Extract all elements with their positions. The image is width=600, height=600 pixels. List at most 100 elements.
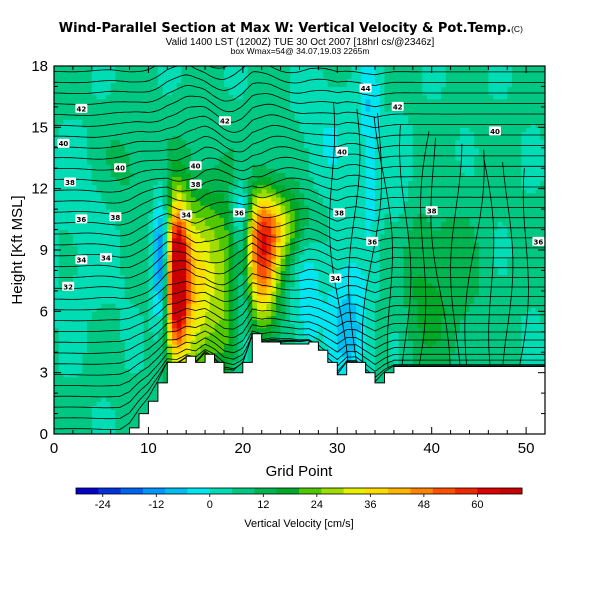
w-field-cell bbox=[63, 115, 69, 120]
w-field-cell bbox=[275, 233, 282, 239]
w-field-cell bbox=[167, 303, 173, 308]
w-field-cell bbox=[138, 70, 145, 75]
w-field-cell bbox=[82, 250, 88, 255]
w-field-cell bbox=[105, 356, 112, 361]
w-field-cell bbox=[157, 307, 164, 312]
w-field-cell bbox=[72, 245, 79, 251]
w-field-cell bbox=[190, 151, 197, 157]
w-field-cell bbox=[72, 282, 79, 288]
w-field-cell bbox=[54, 315, 60, 321]
w-field-cell bbox=[233, 233, 239, 239]
w-field-cell bbox=[77, 74, 83, 79]
w-field-cell bbox=[91, 110, 98, 116]
w-field-cell bbox=[115, 188, 121, 194]
w-field-cell bbox=[96, 290, 102, 296]
w-field-cell bbox=[275, 307, 282, 312]
w-field-cell bbox=[63, 196, 69, 202]
w-field-cell bbox=[54, 127, 60, 133]
w-field-cell bbox=[157, 270, 164, 276]
w-field-cell bbox=[214, 278, 220, 284]
w-field-cell bbox=[77, 299, 83, 304]
w-field-cell bbox=[228, 221, 234, 227]
w-field-cell bbox=[68, 380, 74, 386]
w-field-cell bbox=[223, 139, 230, 145]
w-field-cell bbox=[257, 135, 263, 141]
w-field-cell bbox=[129, 164, 135, 169]
w-field-cell bbox=[148, 339, 154, 345]
w-field-cell bbox=[58, 376, 65, 382]
w-field-cell bbox=[120, 384, 126, 390]
w-field-cell bbox=[101, 66, 107, 71]
w-field-cell bbox=[172, 110, 178, 116]
w-field-cell bbox=[120, 429, 126, 434]
w-field-cell bbox=[58, 241, 65, 247]
w-field-cell bbox=[96, 102, 102, 108]
w-field-cell bbox=[63, 98, 69, 104]
w-field-cell bbox=[209, 70, 216, 75]
w-field-cell bbox=[266, 184, 272, 190]
w-field-cell bbox=[181, 115, 187, 120]
w-field-cell bbox=[266, 70, 272, 75]
w-field-cell bbox=[190, 98, 197, 104]
w-field-cell bbox=[223, 254, 230, 259]
w-field-cell bbox=[252, 323, 258, 329]
w-field-cell bbox=[219, 143, 225, 149]
w-field-cell bbox=[233, 176, 239, 182]
w-field-cell bbox=[205, 335, 211, 341]
w-field-cell bbox=[219, 356, 225, 361]
w-field-cell bbox=[115, 94, 121, 100]
w-field-cell bbox=[162, 266, 168, 272]
w-field-cell bbox=[205, 209, 211, 214]
w-field-cell bbox=[294, 254, 301, 259]
w-field-cell bbox=[105, 237, 112, 243]
w-field-cell bbox=[266, 188, 272, 194]
w-field-cell bbox=[105, 221, 112, 227]
w-field-cell bbox=[167, 176, 173, 182]
w-field-cell bbox=[304, 213, 310, 218]
w-field-cell bbox=[68, 245, 74, 251]
w-field-cell bbox=[186, 237, 192, 243]
w-field-cell bbox=[190, 131, 197, 137]
w-field-cell bbox=[115, 348, 121, 353]
w-field-cell bbox=[68, 360, 74, 366]
w-field-cell bbox=[223, 102, 230, 108]
w-field-cell bbox=[82, 393, 88, 398]
w-field-cell bbox=[148, 217, 154, 222]
w-field-cell bbox=[261, 315, 268, 321]
w-field-cell bbox=[77, 290, 83, 296]
w-field-cell bbox=[186, 258, 192, 263]
w-field-cell bbox=[129, 282, 135, 288]
w-field-cell bbox=[63, 258, 69, 263]
w-field-cell bbox=[143, 213, 150, 218]
w-field-cell bbox=[233, 66, 239, 71]
w-field-cell bbox=[153, 360, 159, 366]
w-field-cell bbox=[190, 315, 197, 321]
w-field-cell bbox=[176, 94, 183, 100]
w-field-cell bbox=[176, 143, 183, 149]
w-field-cell bbox=[261, 319, 268, 325]
w-field-cell bbox=[247, 82, 253, 88]
w-field-cell bbox=[271, 172, 277, 177]
w-field-cell bbox=[134, 335, 140, 341]
w-field-cell bbox=[304, 331, 310, 337]
w-field-cell bbox=[275, 303, 282, 308]
w-field-cell bbox=[195, 286, 201, 292]
w-field-cell bbox=[219, 323, 225, 329]
w-field-cell bbox=[129, 405, 135, 411]
w-field-cell bbox=[299, 241, 305, 247]
w-field-cell bbox=[233, 254, 239, 259]
w-field-cell bbox=[205, 74, 211, 79]
w-field-cell bbox=[219, 315, 225, 321]
w-field-cell bbox=[54, 119, 60, 124]
w-field-cell bbox=[148, 98, 154, 104]
w-field-cell bbox=[77, 417, 83, 423]
w-field-cell bbox=[167, 123, 173, 128]
w-field-cell bbox=[266, 155, 272, 161]
w-field-cell bbox=[91, 98, 98, 104]
w-field-cell bbox=[275, 200, 282, 206]
w-field-cell bbox=[200, 331, 206, 337]
w-field-cell bbox=[110, 82, 116, 88]
w-field-cell bbox=[63, 90, 69, 96]
w-field-cell bbox=[87, 258, 93, 263]
w-field-cell bbox=[68, 192, 74, 198]
